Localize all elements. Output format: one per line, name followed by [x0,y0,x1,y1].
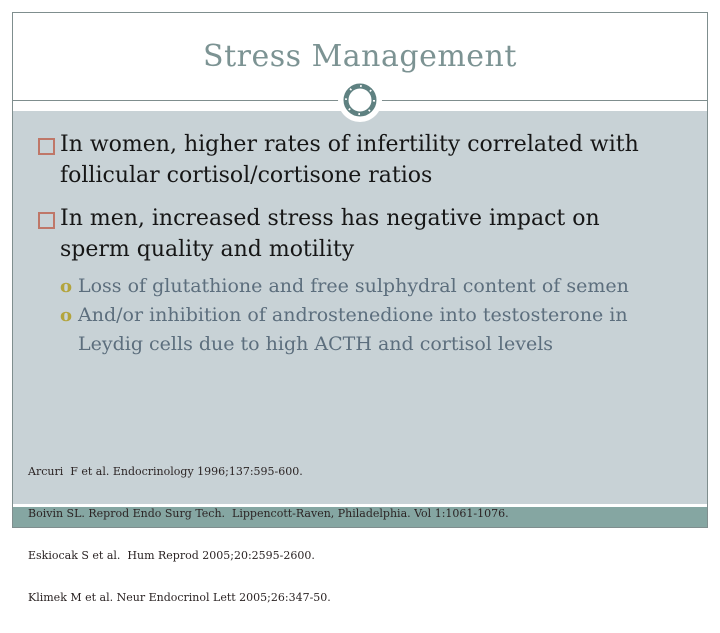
citation-line: Klimek M et al. Neur Endocrinol Lett 200… [28,591,331,604]
bullet-text: In women, higher rates of infertility co… [60,129,639,191]
citation-block: Arcuri F et al. Endocrinology 1996;137:5… [28,437,509,633]
square-bullet-icon [38,212,55,229]
sub-bullet-text: Loss of glutathione and free sulphydral … [78,272,629,301]
citation-line: Eskiocak S et al. Hum Reprod 2005;20:259… [28,549,315,562]
sub-bullet-line: Leydig cells due to high ACTH and cortis… [78,333,554,355]
square-bullet-icon [38,138,55,155]
bullet-item: In women, higher rates of infertility co… [13,111,707,191]
footer-band [13,507,707,527]
slide-title: Stress Management [203,39,517,74]
sub-bullet-item: o And/or inhibition of androstenedione i… [13,301,707,359]
bullet-line: In men, increased stress has negative im… [60,206,600,231]
bullet-text: In men, increased stress has negative im… [60,203,600,265]
footer-divider-gap [13,504,707,507]
bullet-item: In men, increased stress has negative im… [13,191,707,265]
citation-line: Boivin SL. Reprod Endo Surg Tech. Lippen… [28,507,509,520]
bullet-line: In women, higher rates of infertility co… [60,132,639,157]
slide-body: In women, higher rates of infertility co… [13,111,707,604]
stitched-circle-ornament-icon [338,78,382,122]
circle-bullet-icon: o [60,305,73,326]
bullet-line: sperm quality and motility [60,237,355,262]
bullet-line: follicular cortisol/cortisone ratios [60,163,433,188]
sub-bullet-text: And/or inhibition of androstenedione int… [78,301,628,359]
sub-bullet-line: Loss of glutathione and free sulphydral … [78,275,629,297]
slide: Stress Management In women, higher rates… [12,12,708,604]
circle-bullet-icon: o [60,276,73,297]
citation-line: Arcuri F et al. Endocrinology 1996;137:5… [28,465,303,478]
sub-bullet-item: o Loss of glutathione and free sulphydra… [13,265,707,301]
sub-bullet-line: And/or inhibition of androstenedione int… [78,304,628,326]
